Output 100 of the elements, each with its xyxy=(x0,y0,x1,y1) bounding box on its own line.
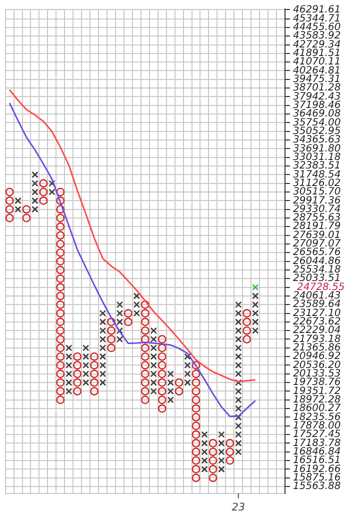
point xyxy=(208,438,218,448)
point xyxy=(140,300,150,309)
point xyxy=(192,438,200,448)
point xyxy=(56,360,65,370)
point xyxy=(208,448,218,456)
point xyxy=(90,370,99,378)
point xyxy=(192,456,200,465)
point xyxy=(56,396,65,404)
y-tick-label: 15563.88 xyxy=(293,481,341,492)
point xyxy=(140,352,150,361)
point xyxy=(56,205,65,214)
point xyxy=(56,231,65,240)
point xyxy=(56,326,65,335)
point xyxy=(140,396,150,404)
point xyxy=(39,196,48,205)
point xyxy=(56,335,65,344)
point xyxy=(192,370,200,378)
point xyxy=(158,344,166,352)
point xyxy=(242,326,252,335)
point xyxy=(174,378,184,387)
point xyxy=(124,318,132,326)
point xyxy=(158,370,166,378)
point xyxy=(192,412,200,422)
point xyxy=(208,464,218,474)
point xyxy=(56,196,65,205)
point xyxy=(242,309,252,318)
point xyxy=(140,318,150,326)
point xyxy=(56,248,65,257)
point xyxy=(174,386,184,396)
point xyxy=(22,214,31,222)
point xyxy=(140,344,150,352)
point xyxy=(56,240,65,248)
point xyxy=(192,386,200,396)
point xyxy=(140,378,150,387)
point xyxy=(106,335,116,344)
point xyxy=(73,378,82,387)
point xyxy=(39,179,48,188)
point xyxy=(140,309,150,318)
point xyxy=(56,292,65,300)
point xyxy=(158,352,166,361)
point xyxy=(192,404,200,413)
point xyxy=(252,284,259,291)
point xyxy=(192,430,200,439)
point xyxy=(73,360,82,370)
point xyxy=(56,214,65,222)
point xyxy=(192,448,200,456)
point xyxy=(90,378,99,387)
point xyxy=(106,318,116,326)
point xyxy=(56,300,65,309)
point xyxy=(73,386,82,396)
point xyxy=(56,257,65,266)
point xyxy=(90,360,99,370)
point xyxy=(192,464,200,474)
point xyxy=(56,344,65,352)
point xyxy=(56,222,65,231)
point xyxy=(106,326,116,335)
point xyxy=(73,370,82,378)
point xyxy=(140,326,150,335)
point xyxy=(158,404,166,413)
point xyxy=(73,352,82,361)
point xyxy=(56,378,65,387)
point xyxy=(158,396,166,404)
point xyxy=(5,205,14,214)
point xyxy=(56,309,65,318)
point xyxy=(56,370,65,378)
point xyxy=(56,352,65,361)
point xyxy=(124,309,132,318)
point xyxy=(56,266,65,274)
point xyxy=(158,360,166,370)
point xyxy=(192,396,200,404)
point xyxy=(242,318,252,326)
point xyxy=(56,318,65,326)
point xyxy=(208,474,218,482)
point xyxy=(242,335,252,344)
point xyxy=(106,344,116,352)
point xyxy=(90,352,99,361)
point xyxy=(56,283,65,292)
point xyxy=(192,474,200,482)
point xyxy=(56,386,65,396)
point xyxy=(226,438,234,448)
point xyxy=(140,386,150,396)
point xyxy=(226,448,234,456)
y-tick-label: 46291.61 xyxy=(293,4,341,16)
point xyxy=(39,188,48,196)
point xyxy=(158,378,166,387)
point xyxy=(208,456,218,465)
point xyxy=(192,360,200,370)
point xyxy=(90,386,99,396)
point xyxy=(192,378,200,387)
x-tick-label: 23 xyxy=(232,501,246,514)
point xyxy=(140,335,150,344)
point xyxy=(192,422,200,430)
point xyxy=(140,370,150,378)
point xyxy=(5,214,14,222)
point xyxy=(226,456,234,465)
point xyxy=(56,188,65,196)
point xyxy=(140,360,150,370)
point xyxy=(22,205,31,214)
point xyxy=(158,386,166,396)
point xyxy=(5,196,14,205)
